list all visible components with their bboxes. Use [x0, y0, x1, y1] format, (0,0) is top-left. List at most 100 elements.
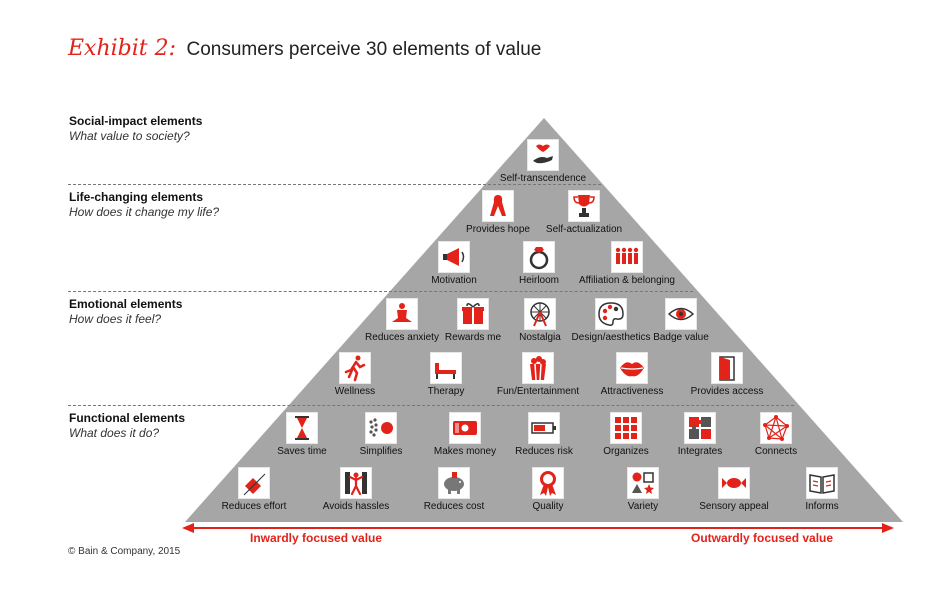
element-connects: Connects [716, 413, 836, 457]
trophy-icon [569, 191, 599, 221]
runner-icon [340, 353, 370, 383]
element-informs: Informs [762, 468, 882, 512]
element-label: Organizes [603, 446, 649, 457]
element-label: Provides access [690, 386, 764, 397]
giving-hand-icon [528, 140, 558, 170]
axis-right-arrowhead [882, 523, 894, 533]
ribbon-icon [483, 191, 513, 221]
element-variety: Variety [583, 468, 703, 512]
element-label: Reduces effort [221, 501, 287, 512]
puzzle-icon [685, 413, 715, 443]
exhibit-header: Exhibit 2: Consumers perceive 30 element… [68, 36, 541, 61]
element-motivation: Motivation [394, 242, 514, 286]
lips-icon [617, 353, 647, 383]
network-icon [761, 413, 791, 443]
element-heirloom: Heirloom [479, 242, 599, 286]
element-label: Rewards me [444, 332, 502, 343]
element-provides-hope: Provides hope [438, 191, 558, 235]
element-label: Provides hope [466, 224, 530, 235]
level-emotional: Emotional elements How does it feel? [69, 297, 182, 327]
level-name: Social-impact elements [69, 114, 203, 128]
element-label: Saves time [277, 446, 327, 457]
element-rewards-me: Rewards me [413, 299, 533, 343]
element-label: Therapy [427, 386, 465, 397]
meditation-icon [387, 299, 417, 329]
ring-icon [524, 242, 554, 272]
book-icon [807, 468, 837, 498]
element-label: Reduces risk [515, 446, 573, 457]
element-quality: Quality [488, 468, 608, 512]
level-question: How does it change my life? [69, 205, 220, 219]
exhibit-title: Consumers perceive 30 elements of value [186, 39, 542, 60]
element-label: Affiliation & belonging [579, 275, 675, 286]
element-self-actualization: Self-actualization [524, 191, 644, 235]
element-label: Self-actualization [545, 224, 623, 235]
element-label: Sensory appeal [699, 501, 769, 512]
group-icon [612, 242, 642, 272]
palette-icon [596, 299, 626, 329]
element-label: Heirloom [518, 275, 559, 286]
axis-left-arrowhead [182, 523, 194, 533]
shapes-icon [628, 468, 658, 498]
element-label: Attractiveness [600, 386, 664, 397]
level-question: How does it feel? [69, 312, 162, 326]
element-badge-value: Badge value [621, 299, 741, 343]
element-label: Design/aesthetics [571, 332, 651, 343]
level-name: Functional elements [69, 411, 186, 425]
element-label: Nostalgia [519, 332, 561, 343]
element-label: Self-transcendence [499, 173, 587, 184]
element-saves-time: Saves time [242, 413, 362, 457]
element-avoids-hassles: Avoids hassles [296, 468, 416, 512]
dots-to-circle-icon [366, 413, 396, 443]
level-life-changing: Life-changing elements How does it chang… [69, 190, 219, 220]
element-makes-money: Makes money [405, 413, 525, 457]
couch-icon [431, 353, 461, 383]
eye-icon [666, 299, 696, 329]
level-divider-2 [68, 291, 693, 292]
element-reduces-risk: Reduces risk [484, 413, 604, 457]
popcorn-icon [523, 353, 553, 383]
element-label: Motivation [431, 275, 477, 286]
element-reduces-effort: Reduces effort [194, 468, 314, 512]
element-affiliation-belonging: Affiliation & belonging [567, 242, 687, 286]
element-therapy: Therapy [386, 353, 506, 397]
element-integrates: Integrates [640, 413, 760, 457]
element-label: Avoids hassles [322, 501, 390, 512]
element-provides-access: Provides access [667, 353, 787, 397]
piggy-bank-icon [439, 468, 469, 498]
element-attractiveness: Attractiveness [572, 353, 692, 397]
grid-icon [611, 413, 641, 443]
element-label: Informs [805, 501, 839, 512]
candy-icon [719, 468, 749, 498]
element-design-aesthetics: Design/aesthetics [551, 299, 671, 343]
element-label: Simplifies [359, 446, 403, 457]
level-social-impact: Social-impact elements What value to soc… [69, 114, 202, 144]
level-name: Emotional elements [69, 297, 183, 311]
element-wellness: Wellness [295, 353, 415, 397]
ferris-wheel-icon [525, 299, 555, 329]
element-label: Quality [532, 501, 564, 512]
battery-icon [529, 413, 559, 443]
level-divider-3 [68, 405, 794, 406]
element-label: Makes money [433, 446, 497, 457]
level-question: What value to society? [69, 129, 190, 143]
hourglass-icon [287, 413, 317, 443]
element-label: Connects [754, 446, 798, 457]
inward-axis-label: Inwardly focused value [250, 531, 383, 545]
dancer-icon [341, 468, 371, 498]
award-icon [533, 468, 563, 498]
exhibit-number: Exhibit 2: [68, 36, 177, 61]
element-organizes: Organizes [566, 413, 686, 457]
copyright-footer: © Bain & Company, 2015 [68, 546, 181, 557]
element-self-transcendence: Self-transcendence [483, 140, 603, 184]
element-reduces-cost: Reduces cost [394, 468, 514, 512]
outward-axis-label: Outwardly focused value [691, 531, 834, 545]
element-fun-entertainment: Fun/Entertainment [478, 353, 598, 397]
element-label: Reduces anxiety [365, 332, 439, 343]
element-label: Wellness [334, 386, 376, 397]
element-label: Fun/Entertainment [496, 386, 580, 397]
level-question: What does it do? [69, 426, 160, 440]
gift-icon [458, 299, 488, 329]
level-divider-1 [68, 184, 601, 185]
level-functional: Functional elements What does it do? [69, 411, 185, 441]
